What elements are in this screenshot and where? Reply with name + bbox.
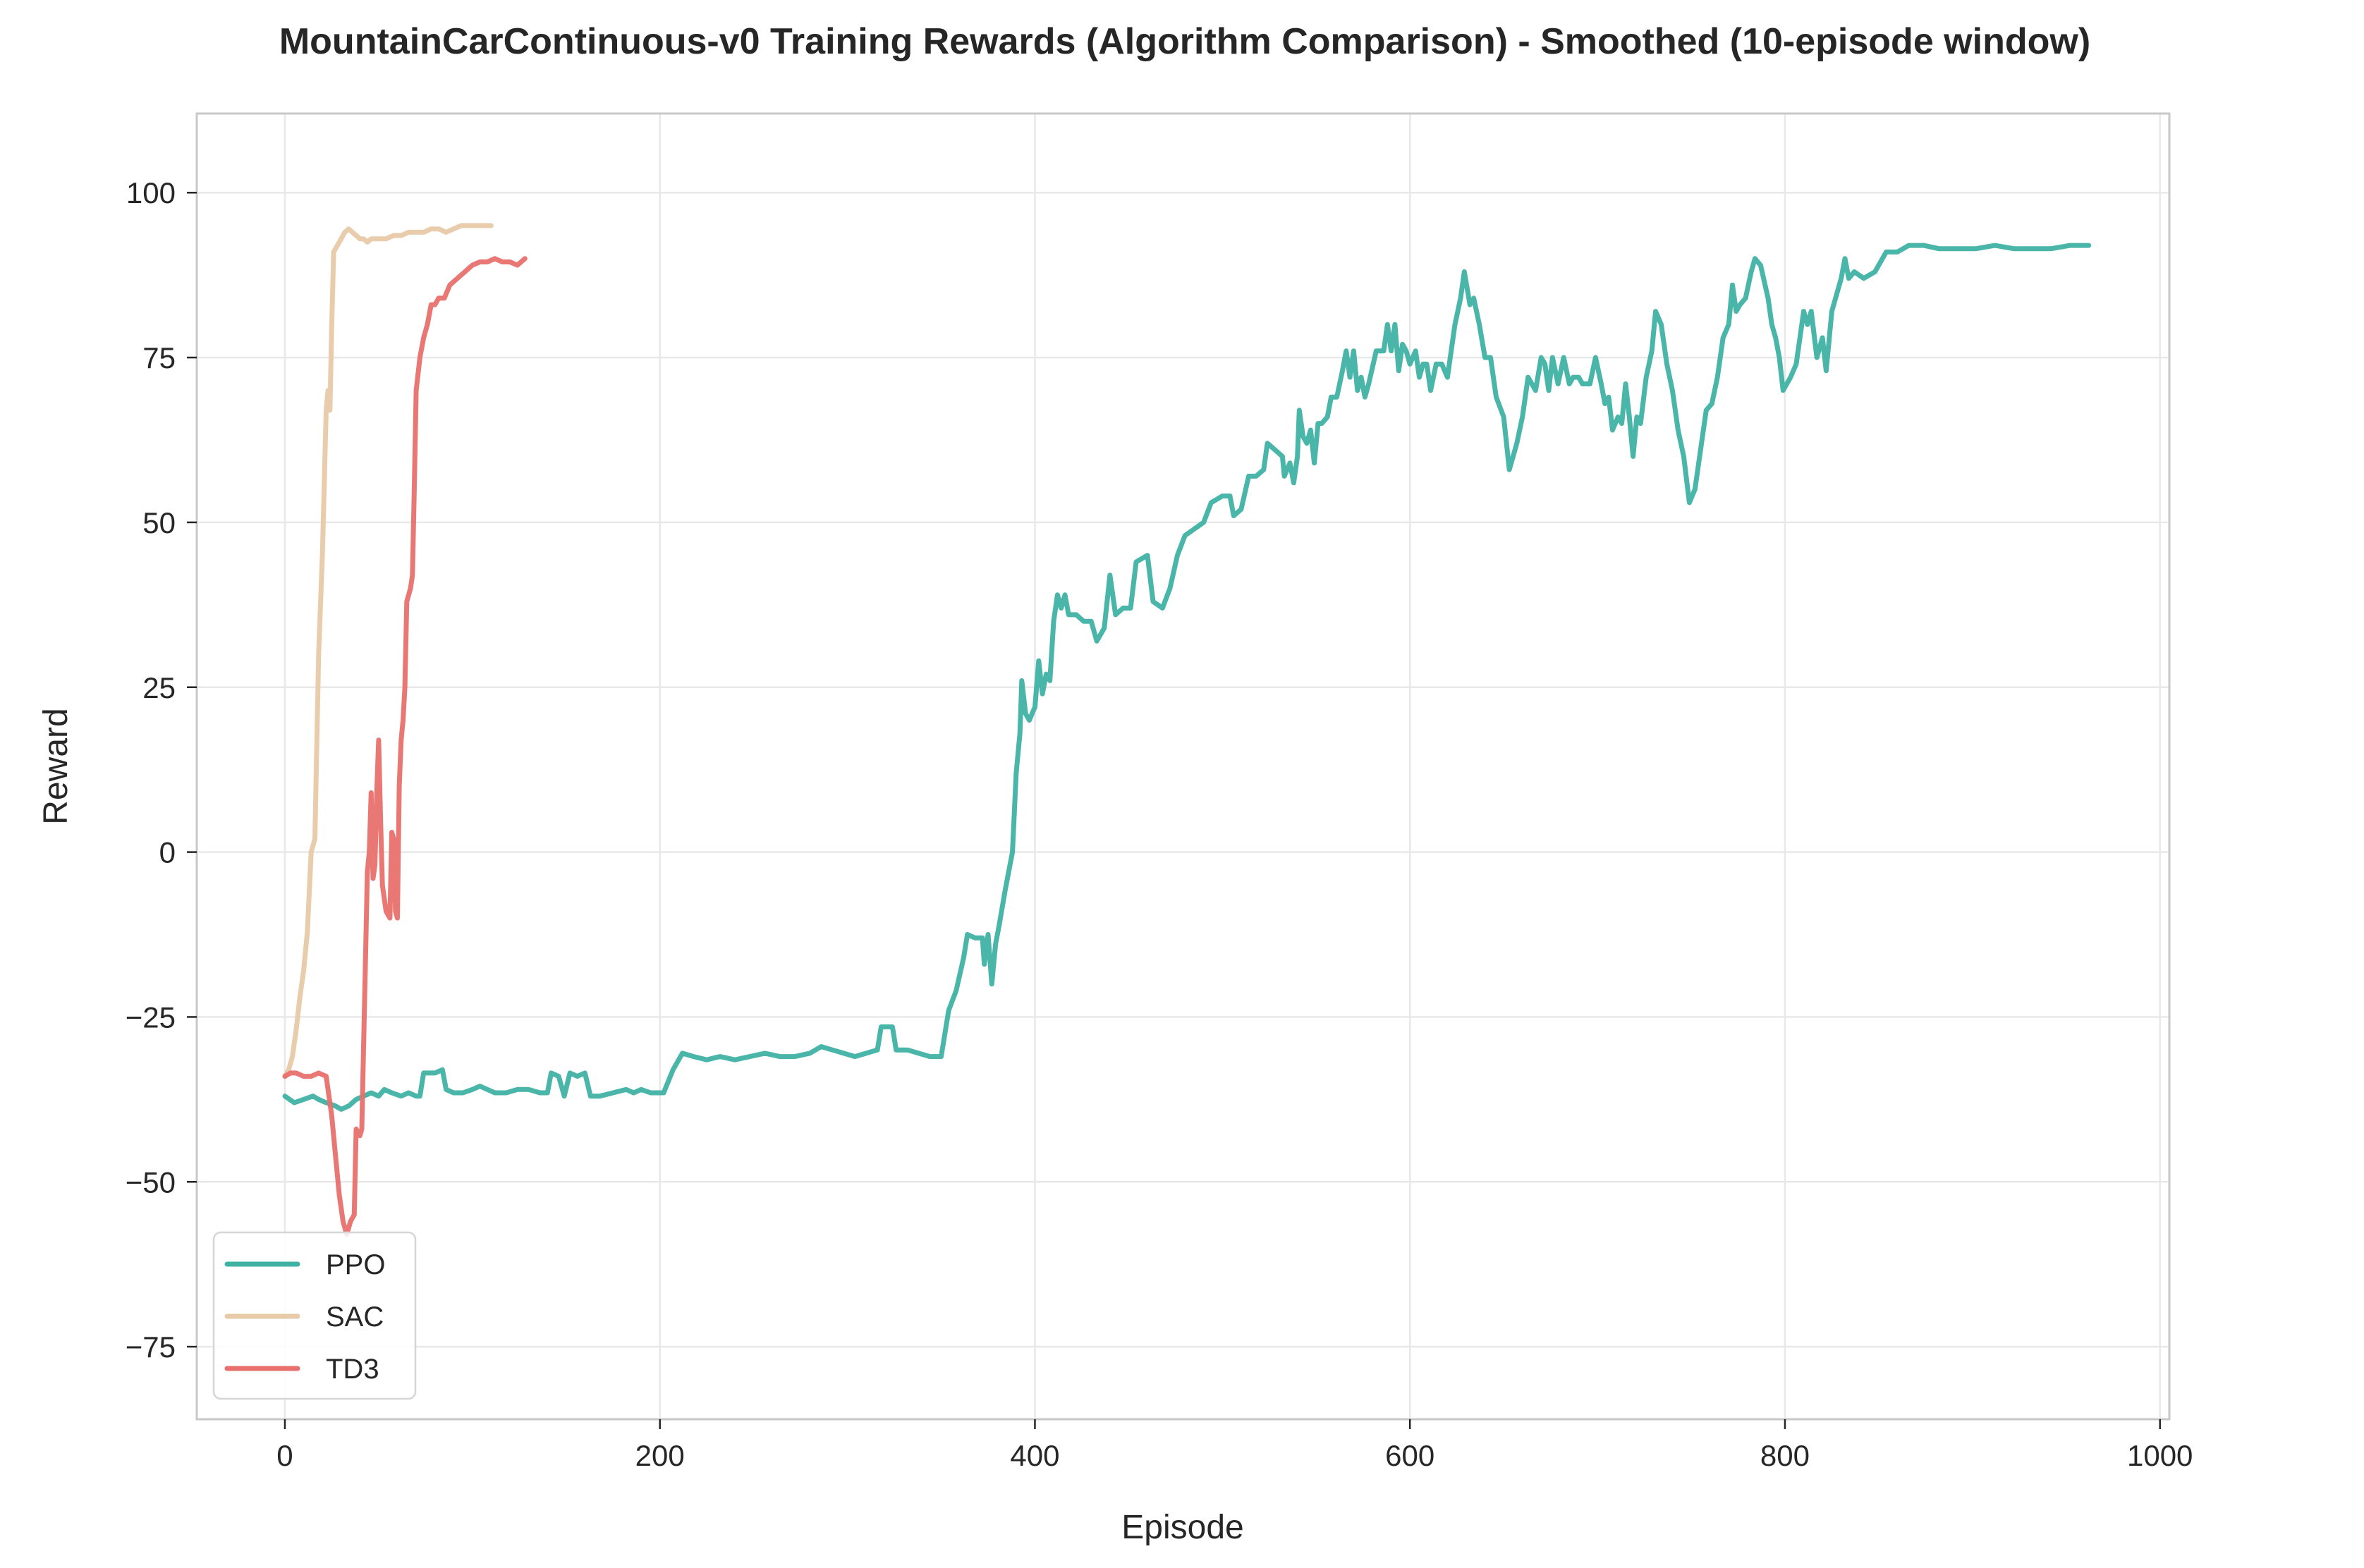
x-tick-label: 0 bbox=[276, 1439, 293, 1472]
legend-label-sac: SAC bbox=[326, 1301, 384, 1333]
y-tick-label: −75 bbox=[126, 1330, 176, 1364]
legend-label-td3: TD3 bbox=[326, 1354, 379, 1385]
y-tick-label: 0 bbox=[159, 836, 176, 869]
x-tick-label: 200 bbox=[635, 1439, 685, 1472]
y-tick-label: 100 bbox=[126, 176, 176, 209]
x-axis-label: Episode bbox=[1121, 1509, 1243, 1546]
x-tick-label: 800 bbox=[1760, 1439, 1810, 1472]
y-tick-label: 75 bbox=[142, 341, 176, 374]
series-lines bbox=[282, 223, 2092, 1237]
legend-label-ppo: PPO bbox=[326, 1249, 385, 1280]
y-tick-label: 25 bbox=[142, 671, 176, 704]
legend-box bbox=[212, 1231, 417, 1400]
grid bbox=[197, 114, 2169, 1419]
x-tick-label: 400 bbox=[1010, 1439, 1059, 1472]
x-tick-label: 1000 bbox=[2127, 1439, 2193, 1472]
y-tick-label: 50 bbox=[142, 506, 176, 539]
x-tick-label: 600 bbox=[1385, 1439, 1434, 1472]
y-tick-label: −25 bbox=[126, 1000, 176, 1034]
series-line-td3 bbox=[282, 256, 528, 1237]
y-axis: −75 −50 −25 0 25 50 75 100 bbox=[126, 176, 197, 1364]
series-line-ppo bbox=[282, 243, 2092, 1112]
legend: PPO SAC TD3 bbox=[212, 1231, 417, 1400]
chart-title: MountainCarContinuous-v0 Training Reward… bbox=[279, 21, 2090, 62]
series-line-sac bbox=[282, 223, 494, 1079]
y-axis-label: Reward bbox=[37, 708, 75, 824]
plot-frame bbox=[195, 112, 2171, 1421]
x-axis: 0 200 400 600 800 1000 bbox=[276, 1419, 2193, 1472]
y-tick-label: −50 bbox=[126, 1165, 176, 1199]
